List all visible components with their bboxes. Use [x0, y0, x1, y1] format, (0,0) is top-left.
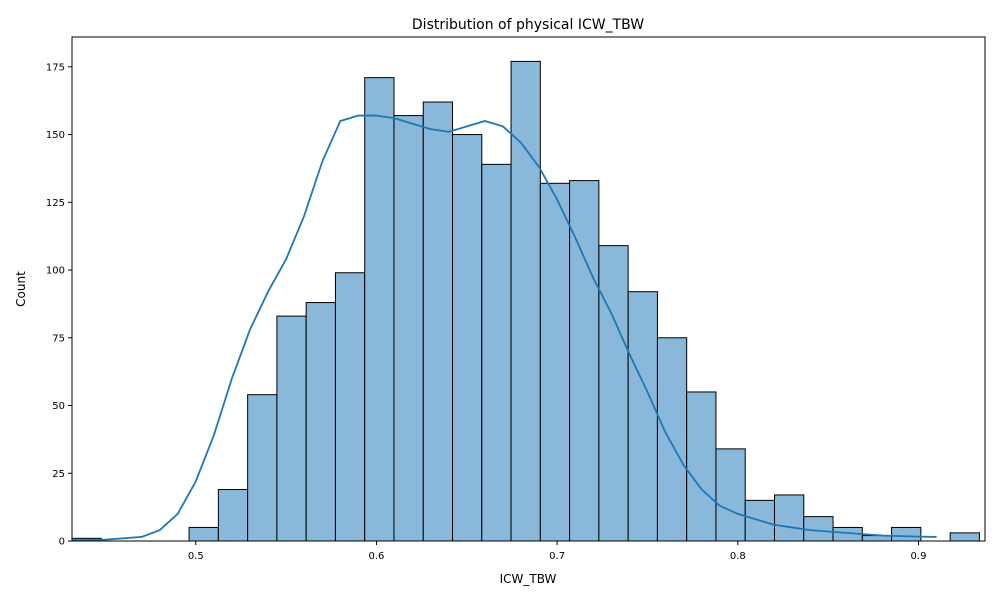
histogram-bar — [481, 163, 512, 542]
histogram-bar — [656, 337, 688, 542]
histogram-bar — [305, 302, 336, 542]
histogram-bar — [715, 448, 746, 542]
x-tick-label: 0.5 — [188, 551, 204, 562]
histogram-bar — [276, 315, 307, 542]
x-tick-label: 0.9 — [911, 551, 927, 562]
y-tick-label: 100 — [46, 266, 65, 277]
histogram-bar — [510, 60, 541, 542]
histogram-bar — [891, 526, 922, 542]
histogram-bar — [452, 134, 483, 542]
histogram-bar — [188, 526, 219, 542]
histogram-bar — [334, 272, 366, 542]
histogram-bar — [247, 394, 278, 542]
histogram-bar — [627, 291, 658, 542]
histogram-bar — [949, 532, 980, 542]
x-axis-label: ICW_TBW — [500, 572, 557, 586]
x-tick-label: 0.6 — [369, 551, 385, 562]
histogram-bar — [364, 77, 395, 542]
histogram-bar — [598, 245, 629, 542]
y-tick-label: 25 — [52, 469, 65, 480]
y-tick-label: 50 — [52, 401, 65, 412]
histogram-bar — [803, 516, 834, 542]
plot-frame — [71, 36, 986, 542]
plot-area: 0.5 0.6 0.7 0.8 0.9 0 25 50 75 100 125 150 175 — [46, 36, 986, 562]
y-tick-label: 150 — [46, 130, 65, 141]
y-tick-label: 75 — [52, 333, 65, 344]
y-axis-label: Count — [14, 271, 28, 307]
histogram-bar — [422, 101, 454, 542]
y-tick-label: 175 — [46, 62, 65, 73]
kde-line — [71, 114, 937, 542]
y-tick-label: 125 — [46, 198, 65, 209]
histogram-bar — [686, 391, 717, 542]
histogram-bar — [393, 115, 424, 542]
chart-title: Distribution of physical ICW_TBW — [412, 17, 644, 33]
histogram-bar — [774, 494, 805, 542]
histogram-bar — [217, 489, 249, 542]
histogram-bar — [539, 182, 571, 542]
y-tick-label: 0 — [59, 537, 65, 548]
x-tick-label: 0.8 — [730, 551, 746, 562]
x-tick-label: 0.7 — [549, 551, 565, 562]
